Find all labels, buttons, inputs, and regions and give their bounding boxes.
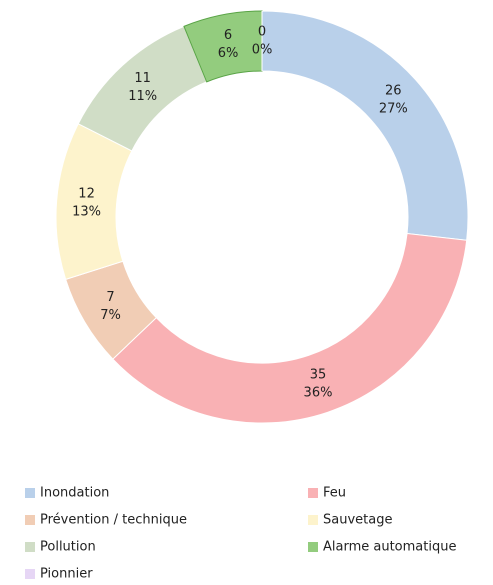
donut-slice bbox=[112, 232, 468, 424]
legend-swatch bbox=[25, 515, 35, 525]
legend-swatch bbox=[308, 515, 318, 525]
percent-label: 0% bbox=[252, 43, 273, 58]
legend-label: Sauvetage bbox=[323, 513, 392, 528]
value-label: 7 bbox=[106, 290, 114, 305]
legend-label: Inondation bbox=[40, 486, 109, 501]
value-label: 12 bbox=[78, 186, 95, 201]
legend-swatch bbox=[25, 488, 35, 498]
value-label: 6 bbox=[224, 28, 232, 43]
legend-label: Pionnier bbox=[40, 567, 93, 582]
value-label: 11 bbox=[134, 71, 151, 86]
legend-swatch bbox=[308, 488, 318, 498]
percent-label: 36% bbox=[304, 385, 333, 400]
value-label: 35 bbox=[310, 367, 327, 382]
legend-swatch bbox=[308, 542, 318, 552]
legend-label: Alarme automatique bbox=[323, 540, 456, 555]
legend-label: Feu bbox=[323, 486, 346, 501]
percent-label: 13% bbox=[72, 204, 101, 219]
legend-swatch bbox=[25, 542, 35, 552]
percent-label: 27% bbox=[379, 101, 408, 116]
value-label: 26 bbox=[385, 83, 402, 98]
legend-label: Prévention / technique bbox=[40, 513, 187, 528]
percent-label: 7% bbox=[100, 308, 121, 323]
donut-slice bbox=[261, 10, 469, 241]
percent-label: 11% bbox=[128, 89, 157, 104]
value-label: 0 bbox=[258, 25, 266, 40]
legend-swatch bbox=[25, 569, 35, 579]
donut-slice bbox=[55, 123, 133, 281]
percent-label: 6% bbox=[218, 46, 239, 61]
legend-label: Pollution bbox=[40, 540, 96, 555]
